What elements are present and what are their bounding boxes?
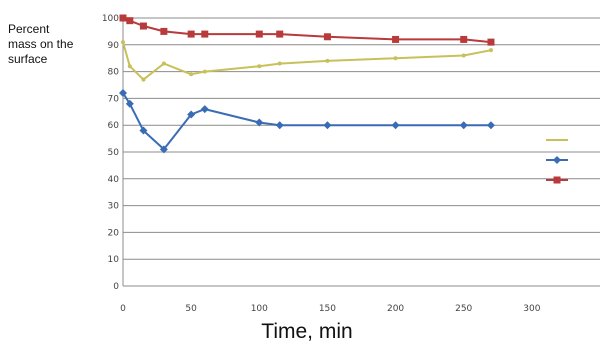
legend bbox=[546, 139, 568, 184]
data-point-square bbox=[187, 30, 195, 38]
series-layer bbox=[119, 14, 495, 154]
y-tick-label: 40 bbox=[108, 175, 120, 185]
y-axis-label: Percent mass on the surface bbox=[8, 22, 74, 66]
y-tick-label: 30 bbox=[108, 202, 120, 212]
x-tick-label: 0 bbox=[120, 304, 126, 314]
data-point-dot bbox=[488, 48, 493, 53]
data-point-diamond bbox=[486, 121, 495, 130]
grid-lines bbox=[123, 17, 600, 287]
x-axis-label: Time, min bbox=[261, 320, 353, 343]
x-tick-label: 150 bbox=[319, 304, 336, 314]
x-tick-label: 100 bbox=[251, 304, 268, 314]
data-point-square bbox=[276, 30, 284, 38]
x-tick-label: 300 bbox=[523, 304, 540, 314]
x-tick-label: 200 bbox=[387, 304, 404, 314]
x-tick-label: 50 bbox=[185, 304, 197, 314]
data-point-diamond bbox=[459, 121, 468, 130]
series-line-1 bbox=[122, 92, 491, 151]
data-point-diamond bbox=[391, 121, 400, 130]
data-point-diamond bbox=[125, 99, 134, 108]
data-point-dot bbox=[189, 72, 194, 77]
data-point-dot bbox=[393, 56, 398, 61]
data-point-dot bbox=[121, 40, 125, 45]
data-point-square bbox=[460, 35, 468, 43]
data-point-diamond bbox=[323, 121, 332, 130]
data-point-square bbox=[160, 27, 168, 35]
y-tick-label: 0 bbox=[113, 282, 119, 292]
y-tick-label: 80 bbox=[108, 68, 120, 78]
data-point-diamond bbox=[139, 126, 148, 135]
series-line-0 bbox=[122, 41, 492, 81]
data-point-dot bbox=[277, 61, 282, 66]
y-tick-label: 100 bbox=[102, 14, 119, 24]
data-point-diamond bbox=[159, 145, 168, 154]
data-point-diamond bbox=[119, 89, 127, 98]
data-point-dot bbox=[202, 69, 207, 74]
data-point-dot bbox=[325, 58, 330, 63]
data-point-square bbox=[126, 17, 134, 25]
y-tick-label: 70 bbox=[108, 94, 120, 104]
data-point-dot bbox=[257, 64, 262, 69]
data-point-square bbox=[139, 22, 147, 30]
data-point-square bbox=[255, 30, 263, 38]
data-point-dot bbox=[461, 53, 466, 58]
data-point-diamond bbox=[200, 105, 209, 114]
data-point-square bbox=[119, 14, 127, 22]
data-point-diamond bbox=[187, 110, 196, 119]
y-tick-label: 50 bbox=[108, 148, 120, 158]
data-point-square bbox=[323, 33, 331, 41]
data-point-diamond bbox=[255, 118, 264, 127]
series-line-2 bbox=[122, 17, 492, 44]
data-point-square bbox=[487, 38, 495, 46]
data-point-square bbox=[392, 35, 400, 43]
y-tick-label: 90 bbox=[108, 41, 120, 51]
data-point-dot bbox=[127, 64, 132, 69]
y-tick-label: 60 bbox=[108, 121, 120, 131]
y-tick-label: 20 bbox=[108, 228, 120, 238]
tick-labels: 0 10 20 30 40 50 60 70 80 90 100 0 50 100 150 200 250 300 bbox=[102, 14, 541, 314]
data-point-dot bbox=[141, 77, 146, 82]
data-point-dot bbox=[161, 61, 166, 66]
data-point-square bbox=[201, 30, 209, 38]
y-tick-label: 10 bbox=[108, 255, 120, 265]
x-tick-label: 250 bbox=[455, 304, 472, 314]
legend-marker-square bbox=[553, 176, 561, 184]
legend-marker-diamond bbox=[553, 156, 561, 164]
data-point-diamond bbox=[275, 121, 284, 130]
